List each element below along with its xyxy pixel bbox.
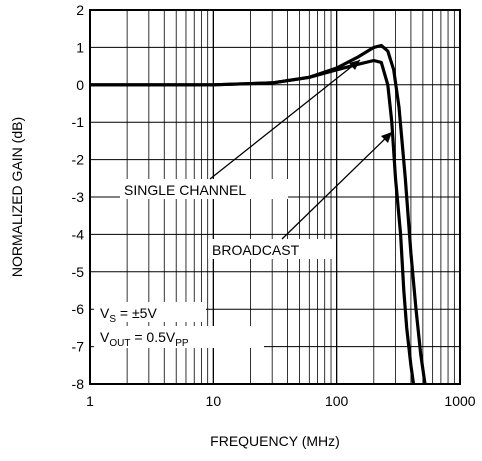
y-tick-label: -8 (72, 376, 85, 392)
vs-label: VS = ±5V (100, 305, 157, 325)
y-tick-label: 0 (76, 77, 84, 93)
broadcast-label: BROADCAST (212, 242, 300, 258)
x-tick-label: 1 (86, 393, 94, 409)
y-tick-label: 1 (76, 39, 84, 55)
y-tick-label: -2 (72, 152, 85, 168)
y-tick-labels: 2 1 0 -1 -2 -3 -4 -5 -6 -7 -8 (72, 2, 85, 392)
x-axis-title: FREQUENCY (MHz) (210, 433, 340, 449)
y-tick-label: -4 (72, 226, 85, 242)
broadcast-arrow (281, 131, 393, 240)
single-channel-arrow (209, 59, 361, 180)
annotations: SINGLE CHANNEL BROADCAST VS = ±5V VOUT =… (94, 59, 393, 349)
x-tick-label: 10 (206, 393, 222, 409)
x-tick-labels: 1 10 100 1000 (86, 393, 476, 409)
y-tick-label: -6 (72, 301, 85, 317)
vs-label-bg (94, 302, 206, 322)
y-tick-label: -7 (72, 339, 85, 355)
x-tick-label: 1000 (444, 393, 475, 409)
broadcast-arrowhead (381, 132, 392, 143)
y-tick-label: -5 (72, 264, 85, 280)
single-channel-arrowhead (349, 60, 360, 70)
single-channel-label: SINGLE CHANNEL (124, 182, 246, 198)
vout-label: VOUT = 0.5VPP (100, 329, 189, 349)
y-tick-label: -1 (72, 114, 85, 130)
vout-label-bg (94, 326, 264, 348)
plot-frame (89, 9, 461, 385)
curves (90, 43, 427, 385)
x-tick-label: 100 (325, 393, 349, 409)
y-tick-label: -3 (72, 189, 85, 205)
y-tick-label: 2 (76, 2, 84, 18)
broadcast-label-bg (208, 239, 332, 259)
y-axis-title: NORMALIZED GAIN (dB) (9, 117, 25, 277)
broadcast-curve (90, 43, 427, 385)
single-channel-label-bg (120, 179, 288, 199)
